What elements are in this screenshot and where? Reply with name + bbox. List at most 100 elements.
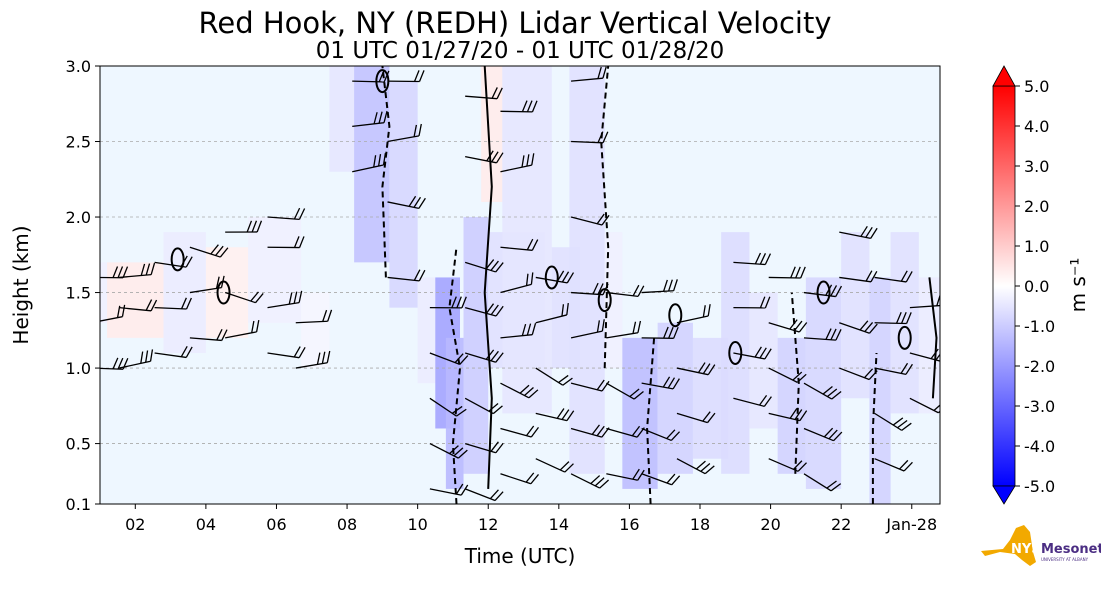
wind-barb-flag: [764, 348, 772, 360]
wind-barb-flag: [667, 377, 676, 389]
wind-barb-flag: [456, 408, 467, 417]
wind-barb-shaft: [839, 276, 872, 283]
wind-barb-flag: [413, 269, 421, 281]
wind-barb-flag: [865, 226, 873, 238]
wind-barb-shaft: [909, 397, 939, 414]
wind-barb-flag: [602, 66, 607, 79]
wind-barb-flag: [561, 271, 570, 283]
wind-barb-shaft: [189, 246, 221, 258]
wind-barb-flag: [413, 124, 418, 137]
wind-barb-shaft: [874, 458, 905, 472]
wind-barb-shaft: [768, 276, 801, 279]
wind-barb-shaft: [874, 276, 907, 283]
wind-barb-flag: [797, 462, 807, 472]
wind-barb-flag: [900, 312, 907, 324]
wind-barb-flag: [759, 296, 766, 309]
wind-barb-flag: [828, 429, 838, 440]
wind-barb-flag: [326, 350, 331, 363]
wind-barb-shaft: [768, 367, 798, 383]
wind-barb-shaft: [676, 367, 709, 376]
wind-barb-flag: [672, 279, 678, 291]
contour-loop: [544, 265, 559, 290]
colorbar-tick-label: -4.0: [1024, 437, 1055, 456]
wind-barb-flag: [321, 351, 326, 364]
wind-barb-flag: [789, 408, 798, 419]
wind-barb-flag: [531, 153, 535, 166]
wind-barb-flag: [418, 123, 422, 136]
colorbar-tick-label: 1.0: [1024, 237, 1049, 256]
wind-barb-shaft: [465, 95, 498, 100]
wind-barb-flag: [521, 155, 525, 168]
wind-barb-flag: [559, 461, 570, 471]
wind-barb-flag: [870, 227, 878, 239]
wind-barb-flag: [870, 271, 878, 283]
wind-barb-flag: [526, 100, 533, 113]
wind-barb-flag: [941, 352, 948, 362]
y-tick-label: 2.5: [66, 133, 91, 152]
wind-barb-flag: [461, 296, 467, 309]
wind-barb-flag: [827, 388, 838, 398]
x-tick-label: 20: [760, 515, 780, 534]
y-tick-label: 0.5: [66, 435, 91, 454]
wind-barb-flag: [697, 362, 706, 373]
velocity-cell: [569, 66, 605, 474]
wind-barb-shaft: [500, 283, 532, 294]
contour-line: [600, 66, 610, 369]
wind-barb-flag: [495, 352, 504, 363]
wind-barb-flag: [530, 474, 539, 485]
wind-barb-shaft: [225, 331, 257, 339]
wind-barb-shaft: [267, 216, 300, 220]
wind-barb-flag: [558, 374, 569, 384]
wind-barb-flag: [485, 349, 495, 360]
contour-loop: [216, 280, 231, 305]
colorbar-max-arrow: [992, 65, 1016, 87]
contour-line: [790, 292, 800, 474]
contour-line: [381, 66, 391, 278]
wind-barb-shaft: [676, 315, 709, 324]
wind-barb-shaft: [429, 397, 457, 417]
wind-barb-shaft: [429, 488, 462, 496]
wind-barb-flag: [835, 285, 843, 297]
wind-barb-flag: [145, 263, 151, 276]
wind-barb-flag: [596, 320, 600, 333]
colorbar-tick-label: -2.0: [1024, 357, 1055, 376]
wind-barb-flag: [316, 352, 321, 365]
wind-barb-shaft: [535, 458, 566, 473]
wind-barb-flag: [764, 296, 771, 309]
wind-barb-flag: [140, 351, 144, 364]
colorbar-gradient: [992, 85, 1016, 487]
wind-barb-shaft: [570, 382, 603, 392]
wind-barb-shaft: [154, 261, 187, 268]
wind-barb-flag: [826, 480, 837, 489]
wind-barb-flag: [591, 424, 600, 435]
wind-barb-flag: [903, 461, 913, 472]
x-tick-label: 18: [690, 515, 710, 534]
wind-barb-shaft: [839, 322, 870, 334]
wind-barb-flag: [789, 319, 798, 330]
chart-subtitle: 01 UTC 01/27/20 - 01 UTC 01/28/20: [316, 38, 725, 64]
velocity-cell: [389, 81, 418, 308]
wind-barb-flag: [525, 425, 535, 437]
wind-barb-shaft: [535, 412, 568, 422]
x-tick-label: 02: [125, 515, 145, 534]
y-tick-label: 1.0: [66, 359, 91, 378]
wind-barb-flag: [629, 388, 640, 398]
y-tick-label: 2.0: [66, 208, 91, 227]
wind-barb-shaft: [676, 458, 706, 475]
wind-barb-flag: [322, 309, 328, 322]
wind-barb-flag: [764, 253, 772, 265]
wind-barb-flag: [145, 350, 149, 363]
wind-barb-shaft: [500, 382, 530, 399]
wind-barb-shaft: [570, 330, 603, 339]
wind-barb-flag: [566, 272, 575, 284]
wind-barb-flag: [562, 377, 573, 386]
wind-barb-flag: [140, 263, 146, 276]
grid-lines: [100, 141, 940, 444]
wind-barb-shaft: [295, 362, 328, 369]
colorbar-min-arrow: [992, 485, 1016, 505]
wind-barb-flag: [112, 357, 119, 370]
wind-barb-flag: [255, 293, 264, 304]
wind-barb-shaft: [874, 367, 907, 375]
wind-barb-flag: [594, 477, 605, 487]
